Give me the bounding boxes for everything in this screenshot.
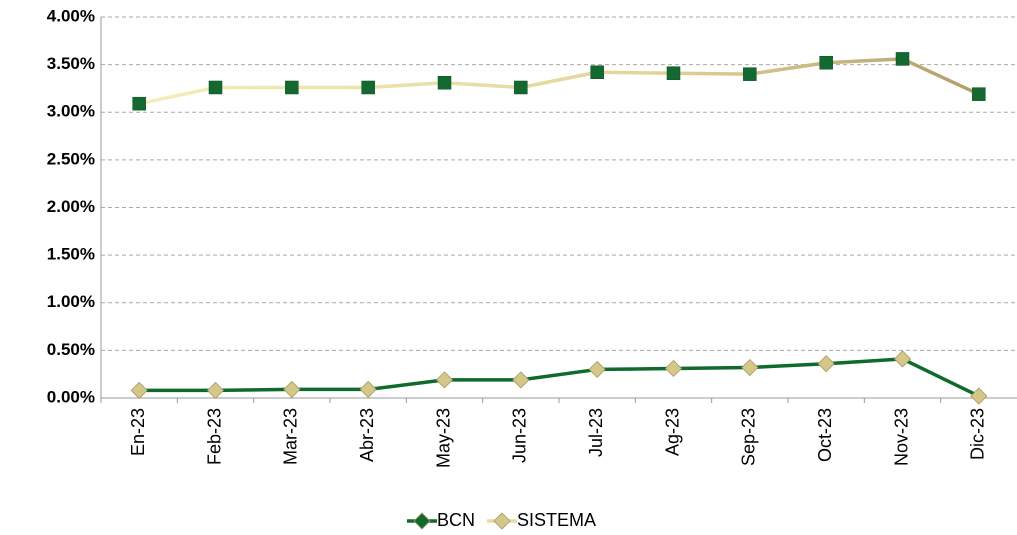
y-tick-label: 0.00%: [47, 387, 95, 406]
x-tick-label: Jul-23: [586, 408, 606, 457]
data-point: [208, 80, 223, 95]
data-point: [970, 387, 988, 405]
y-tick-label: 2.00%: [47, 197, 95, 216]
data-point: [743, 67, 757, 81]
data-point: [283, 380, 301, 398]
legend-label: SISTEMA: [517, 510, 596, 530]
x-tick-label: May-23: [433, 408, 453, 468]
data-point: [590, 65, 604, 79]
data-point: [514, 80, 528, 95]
x-tick-label: Mar-23: [281, 408, 301, 465]
data-point: [130, 381, 148, 399]
x-tick-label: Oct-23: [815, 408, 835, 462]
y-tick-label: 2.50%: [47, 149, 95, 168]
x-tick-label: En-23: [128, 408, 148, 456]
series-line: [138, 57, 980, 106]
y-tick-label: 3.00%: [47, 102, 95, 121]
data-point: [359, 380, 377, 398]
y-tick-label: 4.00%: [47, 6, 95, 25]
data-point: [132, 96, 146, 111]
legend-marker: [413, 512, 431, 530]
data-point: [741, 358, 759, 377]
x-tick-label: Dic-23: [968, 408, 988, 460]
data-point: [819, 55, 833, 70]
data-point: [361, 80, 375, 95]
data-point: [285, 80, 299, 95]
data-point: [512, 371, 530, 389]
data-point: [895, 52, 910, 66]
data-point: [437, 75, 452, 90]
data-point: [972, 87, 986, 101]
data-point: [435, 371, 454, 389]
y-tick-label: 3.50%: [47, 54, 95, 73]
x-tick-label: Ag-23: [662, 408, 682, 456]
y-tick-label: 1.00%: [47, 292, 95, 311]
legend-label: BCN: [437, 510, 475, 530]
series-line: [139, 357, 980, 398]
x-tick-label: Feb-23: [204, 408, 224, 465]
data-point: [664, 359, 683, 378]
data-point: [588, 360, 606, 378]
legend: BCN SISTEMA: [407, 510, 596, 530]
x-tick-label: Abr-23: [357, 408, 377, 462]
x-tick-label: Nov-23: [891, 408, 911, 466]
data-point: [817, 355, 835, 373]
y-tick-label: 0.50%: [47, 340, 95, 359]
legend-marker: [493, 512, 511, 530]
y-tick-label: 1.50%: [47, 245, 95, 264]
data-point: [206, 381, 225, 399]
x-tick-label: Sep-23: [739, 408, 759, 466]
data-point: [666, 66, 681, 80]
x-tick-label: Jun-23: [510, 408, 530, 463]
data-point: [893, 350, 912, 368]
